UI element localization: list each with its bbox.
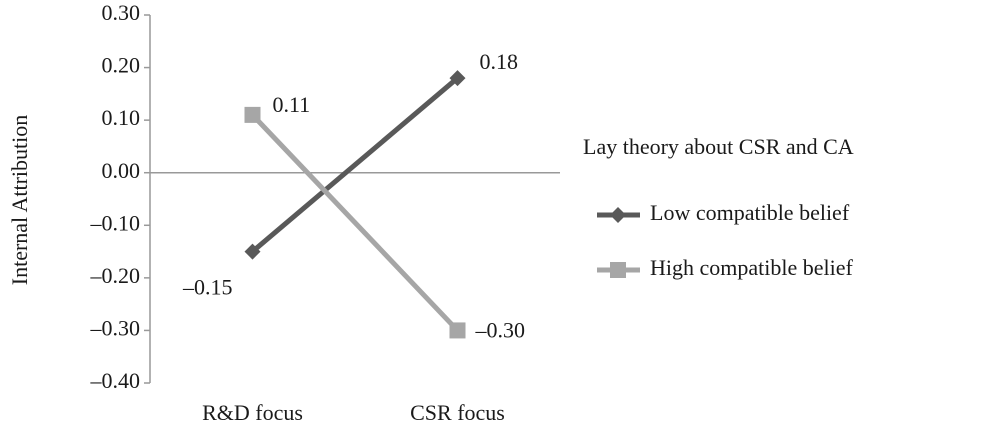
- y-axis-label: Internal Attribution: [7, 115, 32, 285]
- data-label: –0.15: [182, 275, 233, 300]
- y-tick-label: –0.40: [90, 368, 141, 393]
- y-tick-label: 0.00: [102, 158, 141, 183]
- data-label: 0.18: [480, 49, 519, 74]
- series-line: [250, 76, 460, 254]
- legend-label: Low compatible belief: [650, 200, 850, 225]
- y-tick-label: 0.20: [102, 53, 141, 78]
- y-tick-label: –0.10: [90, 210, 141, 235]
- data-label: 0.11: [273, 92, 311, 117]
- data-point: [449, 322, 466, 339]
- legend-marker: [610, 207, 626, 223]
- y-tick-label: 0.30: [102, 0, 141, 25]
- legend-marker: [610, 262, 626, 278]
- legend-title: Lay theory about CSR and CA: [583, 134, 854, 159]
- y-tick-label: –0.30: [90, 315, 141, 340]
- y-tick-label: –0.20: [90, 263, 141, 288]
- data-point: [244, 243, 261, 260]
- data-label: –0.30: [475, 317, 526, 342]
- series-line: [250, 113, 460, 333]
- x-tick-label: R&D focus: [202, 400, 303, 425]
- data-point: [244, 106, 261, 123]
- data-point: [449, 70, 466, 87]
- x-tick-label: CSR focus: [410, 400, 505, 425]
- legend-label: High compatible belief: [650, 255, 853, 280]
- y-tick-label: 0.10: [102, 105, 141, 130]
